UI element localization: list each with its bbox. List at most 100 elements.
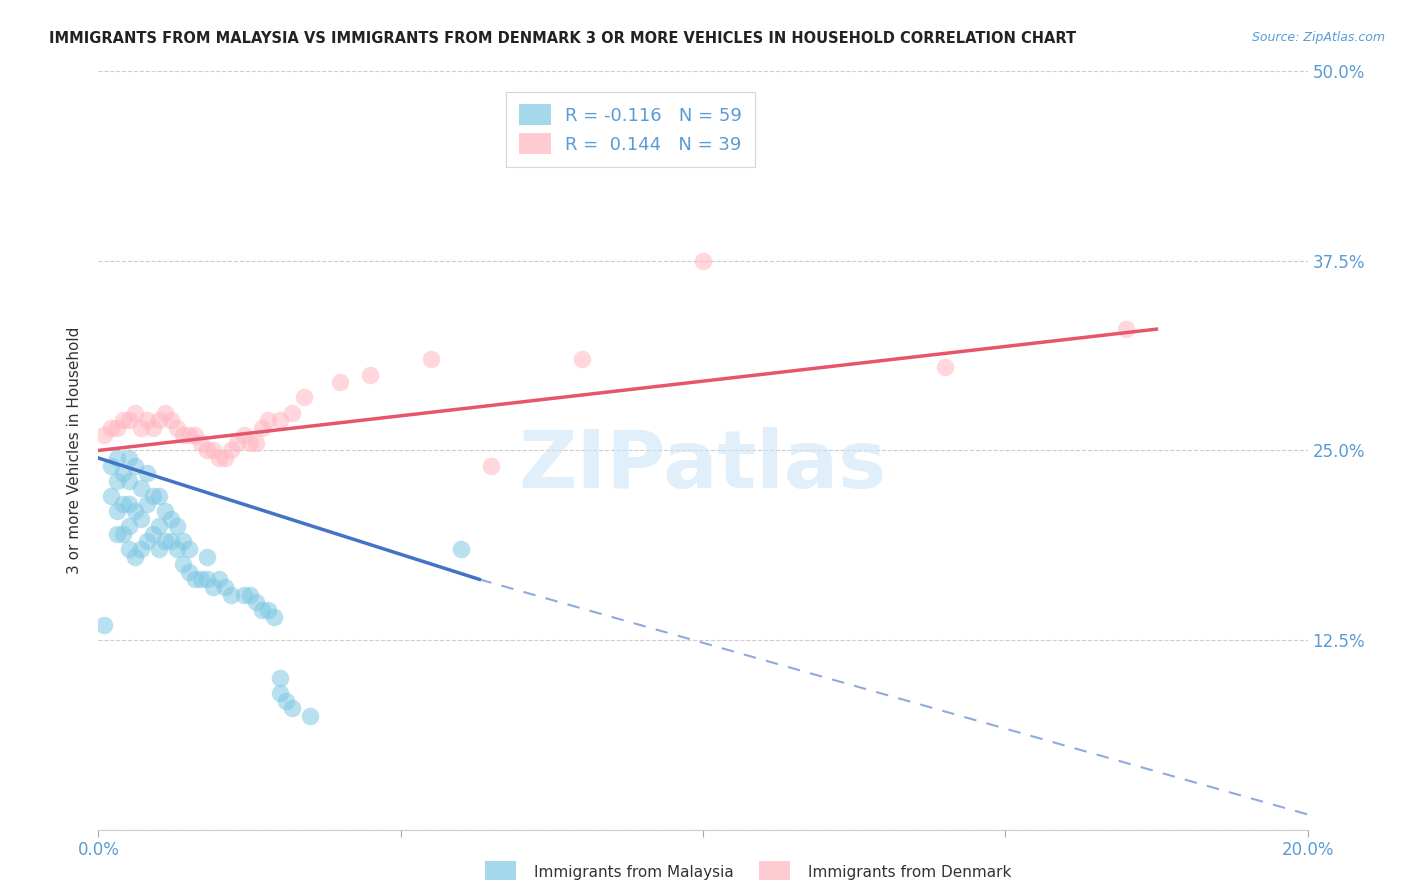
Point <box>245 436 267 450</box>
Point <box>135 413 157 427</box>
Point <box>269 413 291 427</box>
Point <box>208 451 231 466</box>
Point <box>692 253 714 268</box>
Point <box>105 474 128 488</box>
Point <box>281 701 304 715</box>
Point <box>160 512 183 526</box>
Point <box>160 534 183 549</box>
Point <box>232 588 254 602</box>
Point <box>214 580 236 594</box>
Point <box>153 504 176 518</box>
Point <box>934 359 956 375</box>
Point <box>129 482 152 496</box>
Point <box>124 458 146 473</box>
Point <box>135 467 157 481</box>
Point <box>153 405 176 420</box>
Point <box>250 421 273 435</box>
Point <box>118 519 141 533</box>
Point <box>1115 322 1137 336</box>
Point <box>118 474 141 488</box>
Point <box>274 694 297 708</box>
Point <box>172 428 194 442</box>
Point <box>118 413 141 427</box>
Point <box>105 451 128 466</box>
Point <box>329 376 352 390</box>
Point <box>148 542 170 557</box>
Point <box>105 504 128 518</box>
Point <box>166 421 188 435</box>
Point <box>239 436 262 450</box>
Point <box>195 573 218 587</box>
Y-axis label: 3 or more Vehicles in Household: 3 or more Vehicles in Household <box>67 326 83 574</box>
Point <box>111 496 134 510</box>
Point <box>118 496 141 510</box>
Point <box>184 573 207 587</box>
Point <box>269 671 291 685</box>
Point <box>100 489 122 503</box>
Point <box>105 526 128 541</box>
Point <box>172 557 194 572</box>
Point <box>299 708 322 723</box>
Point <box>100 458 122 473</box>
Point <box>148 489 170 503</box>
Point <box>105 421 128 435</box>
Point <box>571 352 593 367</box>
Text: ZIPatlas: ZIPatlas <box>519 426 887 505</box>
Point <box>195 549 218 564</box>
Point <box>153 534 176 549</box>
Point <box>111 526 134 541</box>
Point <box>124 549 146 564</box>
Point <box>179 428 201 442</box>
Point <box>142 526 165 541</box>
Text: Immigrants from Denmark: Immigrants from Denmark <box>808 865 1012 880</box>
Point <box>202 580 225 594</box>
Point <box>292 391 315 405</box>
Point <box>142 421 165 435</box>
Point <box>190 573 212 587</box>
Text: Immigrants from Malaysia: Immigrants from Malaysia <box>534 865 734 880</box>
Point <box>118 451 141 466</box>
Point <box>256 413 278 427</box>
Point <box>129 421 152 435</box>
Point <box>190 436 212 450</box>
Legend: R = -0.116   N = 59, R =  0.144   N = 39: R = -0.116 N = 59, R = 0.144 N = 39 <box>506 92 755 167</box>
Point <box>481 458 503 473</box>
Point <box>148 413 170 427</box>
Point <box>208 573 231 587</box>
Point <box>142 489 165 503</box>
Point <box>263 610 285 624</box>
Point <box>160 413 183 427</box>
Point <box>166 519 188 533</box>
Point <box>281 405 304 420</box>
Point <box>111 467 134 481</box>
Point <box>184 428 207 442</box>
Point <box>179 565 201 579</box>
Point <box>420 352 443 367</box>
Point <box>118 542 141 557</box>
Point <box>195 443 218 458</box>
Point <box>124 504 146 518</box>
Point <box>129 542 152 557</box>
Text: IMMIGRANTS FROM MALAYSIA VS IMMIGRANTS FROM DENMARK 3 OR MORE VEHICLES IN HOUSEH: IMMIGRANTS FROM MALAYSIA VS IMMIGRANTS F… <box>49 31 1077 46</box>
Point <box>221 443 243 458</box>
Point <box>93 617 115 632</box>
Point <box>226 436 249 450</box>
Point <box>232 428 254 442</box>
Point <box>135 534 157 549</box>
Point <box>172 534 194 549</box>
Point <box>221 588 243 602</box>
Point <box>250 603 273 617</box>
Point <box>450 542 472 557</box>
Point <box>202 443 225 458</box>
Point <box>360 368 382 382</box>
Point <box>124 405 146 420</box>
Point <box>135 496 157 510</box>
Point <box>129 512 152 526</box>
Point <box>239 588 262 602</box>
Point <box>111 413 134 427</box>
Point <box>166 542 188 557</box>
Point <box>269 686 291 700</box>
Point <box>256 603 278 617</box>
Point <box>100 421 122 435</box>
Text: Source: ZipAtlas.com: Source: ZipAtlas.com <box>1251 31 1385 45</box>
